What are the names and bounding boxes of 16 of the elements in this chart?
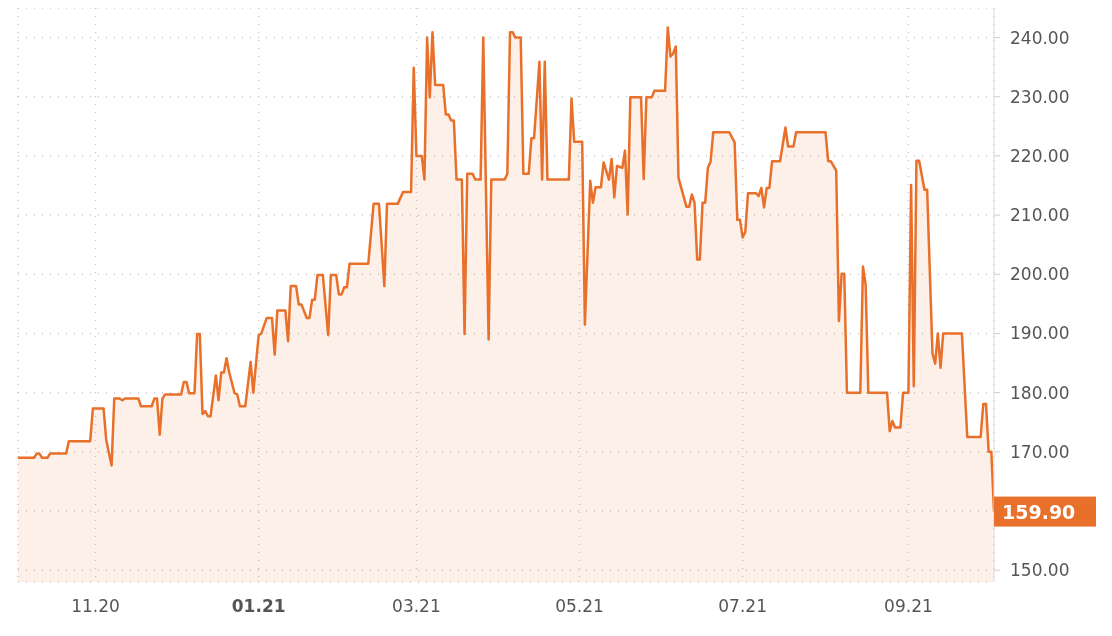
x-tick-label: 09.21 [884,596,933,616]
x-tick-label: 11.20 [71,596,120,616]
y-tick-label: 150.00 [1010,560,1070,581]
x-tick-label: 07.21 [718,596,767,616]
y-tick-label: 200.00 [1010,264,1070,285]
y-tick-label: 240.00 [1010,27,1070,48]
y-tick-label: 220.00 [1010,145,1070,166]
x-tick-label: 05.21 [555,596,604,616]
annotation: 159.90 [1002,500,1076,523]
y-tick-label: 180.00 [1010,382,1070,403]
x-tick-label: 03.21 [392,596,441,616]
x-tick-label: 01.21 [231,596,286,616]
y-tick-label: 190.00 [1010,323,1070,344]
y-tick-label: 170.00 [1010,441,1070,462]
y-tick-label: 210.00 [1010,205,1070,226]
y-tick-label: 230.00 [1010,86,1070,107]
